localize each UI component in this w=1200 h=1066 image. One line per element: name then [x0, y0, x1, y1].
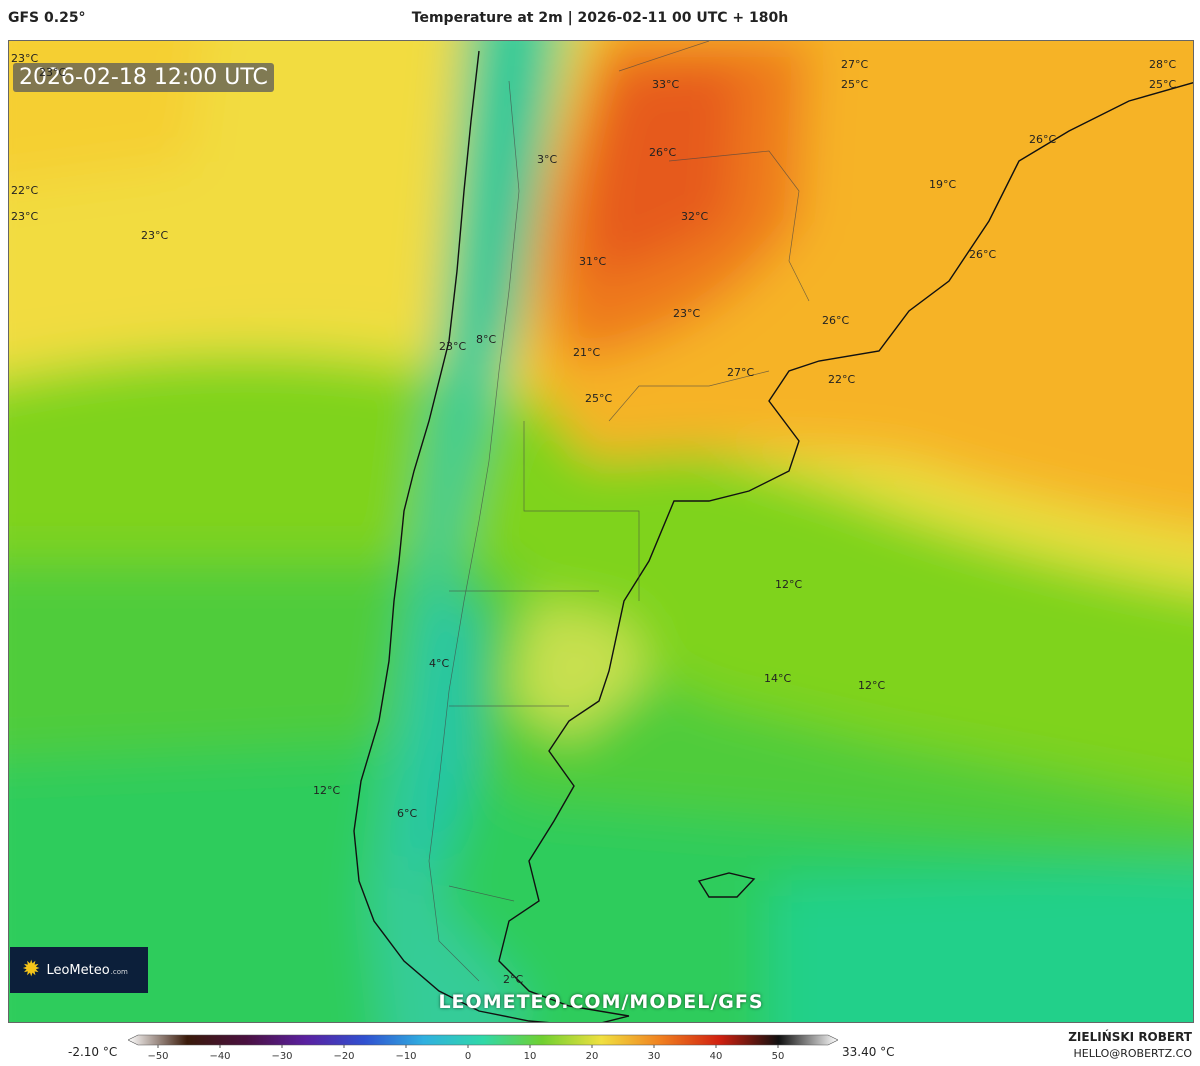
valid-time: 2026-02-18 12:00 UTC: [13, 63, 274, 92]
colorbar-tick-label: −50: [147, 1051, 168, 1062]
colorbar-tick-label: −30: [271, 1051, 292, 1062]
temp-label: 23°C: [673, 307, 701, 320]
temp-label: 12°C: [775, 578, 803, 591]
temp-label: 6°C: [397, 807, 418, 820]
author-email[interactable]: HELLO@ROBERTZ.CO: [1073, 1047, 1192, 1060]
temp-label: 23°C: [39, 66, 67, 79]
temp-label: 12°C: [858, 679, 886, 692]
logo-suffix: .com: [110, 967, 128, 976]
colorbar: −50 −40 −30 −20 −10 0 10 20 30 40 50: [128, 1034, 838, 1062]
borders: [428, 41, 810, 982]
temp-label: 14°C: [764, 672, 792, 685]
temp-label: 22°C: [11, 184, 39, 197]
temp-label: 21°C: [573, 346, 601, 359]
temp-label: 23°C: [11, 210, 39, 223]
colorbar-ticks: −50 −40 −30 −20 −10 0 10 20 30 40 50: [147, 1045, 784, 1062]
colorbar-min-label: -2.10 °C: [68, 1045, 118, 1059]
colorbar-tick-label: 10: [524, 1051, 537, 1062]
temp-label: 26°C: [969, 248, 997, 261]
map-canvas: [9, 41, 1193, 1022]
temp-label: 23°C: [439, 340, 467, 353]
temp-label: 26°C: [649, 146, 677, 159]
temp-label: 27°C: [841, 58, 869, 71]
temp-label: 26°C: [1029, 133, 1057, 146]
temp-label: 3°C: [537, 153, 558, 166]
watermark: LEOMETEO.COM/MODEL/GFS: [438, 991, 764, 1013]
temp-label: 32°C: [681, 210, 709, 223]
colorbar-tick-label: −20: [333, 1051, 354, 1062]
colorbar-tick-label: 40: [710, 1051, 723, 1062]
colorbar-tick-label: 30: [648, 1051, 661, 1062]
chart-title: Temperature at 2m | 2026-02-11 00 UTC + …: [411, 10, 789, 26]
leometeo-logo[interactable]: ✹ LeoMeteo.com: [10, 947, 148, 993]
temp-label: 23°C: [11, 52, 39, 65]
temp-label: 31°C: [579, 255, 607, 268]
colorbar-max-label: 33.40 °C: [842, 1045, 895, 1059]
temp-label: 28°C: [1149, 58, 1177, 71]
colorbar-tick-label: 0: [465, 1051, 471, 1062]
temp-label: 33°C: [652, 78, 680, 91]
coastlines: [353, 50, 1193, 1022]
model-name: GFS 0.25°: [8, 10, 86, 26]
author-name: ZIELIŃSKI ROBERT: [1068, 1030, 1192, 1044]
temp-label: 27°C: [727, 366, 755, 379]
colorbar-tick-label: 20: [586, 1051, 599, 1062]
temp-label: 22°C: [828, 373, 856, 386]
colorbar-tick-label: −40: [209, 1051, 230, 1062]
temp-label: 12°C: [313, 784, 341, 797]
sun-icon: ✹: [22, 957, 41, 982]
temp-label: 2°C: [503, 973, 524, 986]
colorbar-tick-label: −10: [395, 1051, 416, 1062]
temperature-field: [9, 41, 1193, 1022]
colorbar-gradient: [128, 1034, 838, 1046]
logo-name: LeoMeteo: [46, 962, 110, 978]
temp-label: 25°C: [841, 78, 869, 91]
temp-label: 25°C: [585, 392, 613, 405]
temp-label: 23°C: [141, 229, 169, 242]
temp-label: 4°C: [429, 657, 450, 670]
temp-label: 25°C: [1149, 78, 1177, 91]
temp-label: 8°C: [476, 333, 497, 346]
colorbar-tick-label: 50: [772, 1051, 785, 1062]
temp-label: 19°C: [929, 178, 957, 191]
temperature-map[interactable]: 2026-02-18 12:00 UTC 23°C 23°C 22°C 23°C…: [8, 40, 1194, 1023]
temp-label: 26°C: [822, 314, 850, 327]
